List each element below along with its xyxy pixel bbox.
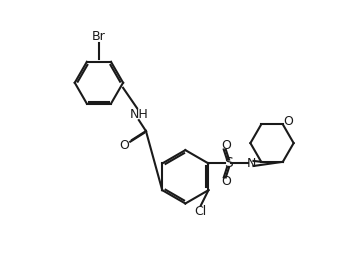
Text: S: S [224,157,233,170]
Text: O: O [283,115,293,128]
Text: O: O [221,139,231,152]
Text: NH: NH [130,108,148,121]
Text: N: N [247,157,256,170]
Text: O: O [119,139,129,152]
Text: Br: Br [92,31,106,43]
Text: O: O [221,175,231,188]
Text: Cl: Cl [195,205,207,218]
